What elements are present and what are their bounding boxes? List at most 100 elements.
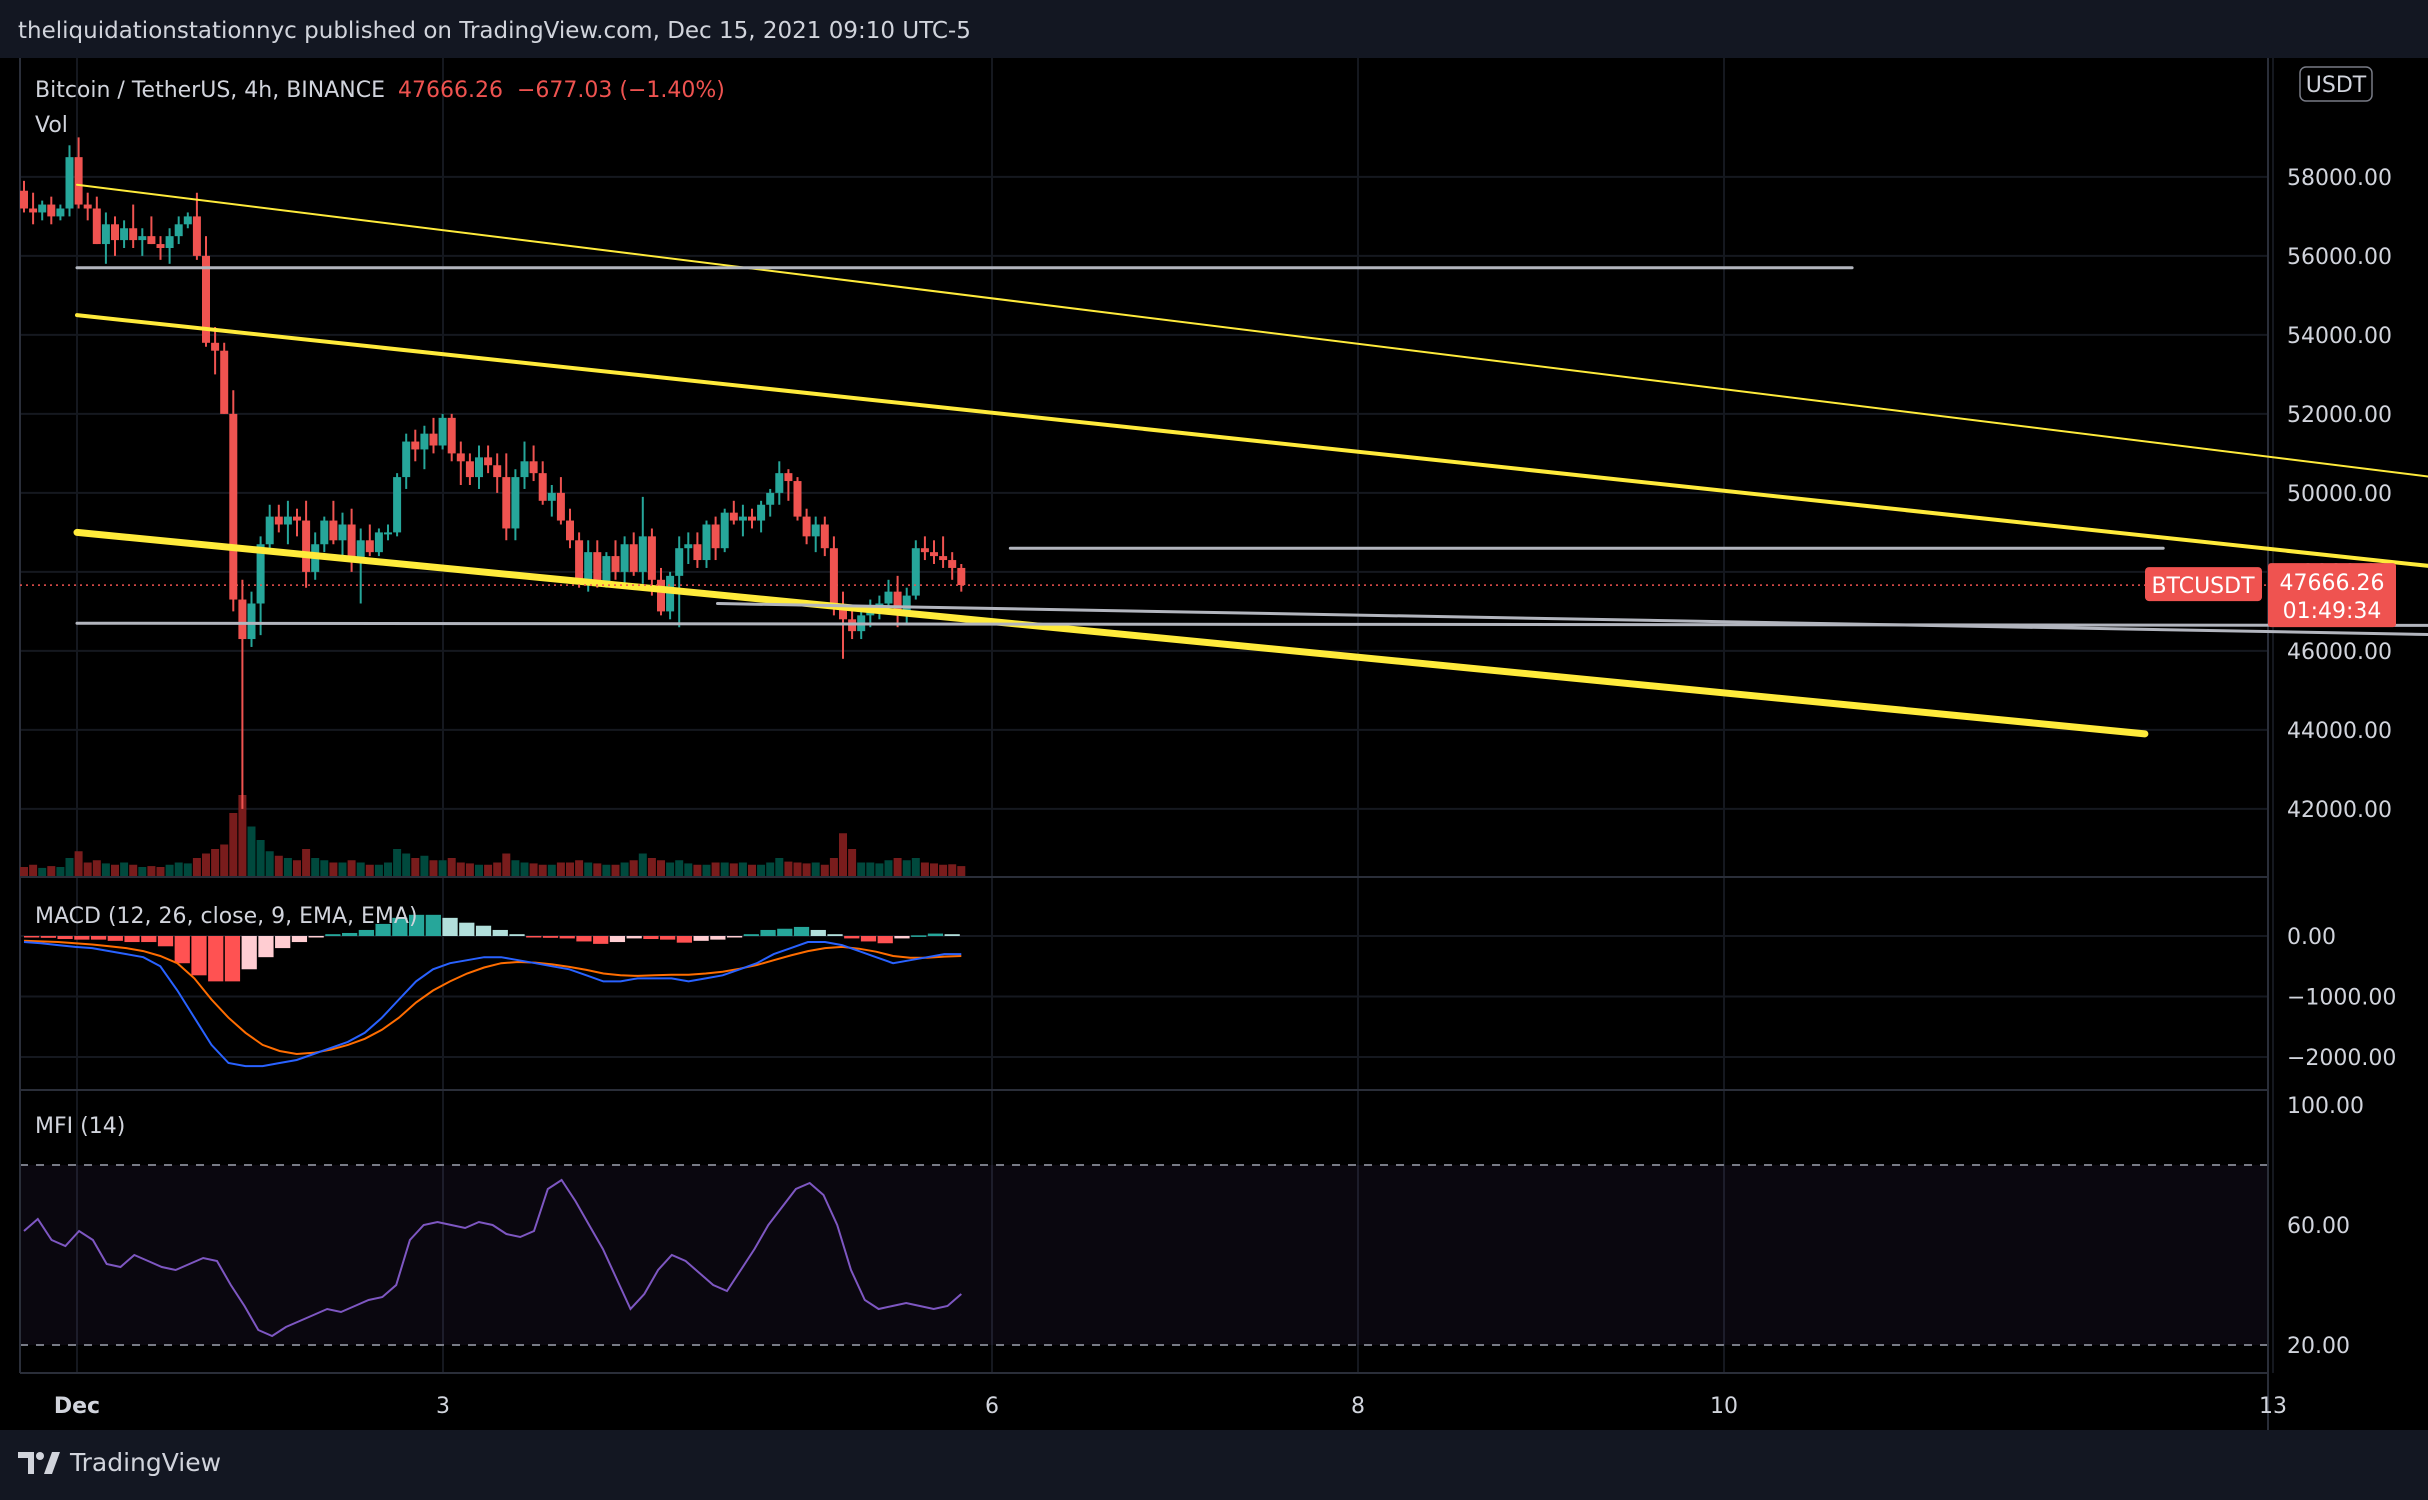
signal-line [23,939,962,1056]
candle-body [411,441,420,450]
macd-histogram-bar [157,936,174,947]
volume-bar [866,862,875,876]
candle-body [811,524,820,537]
candle-body [120,228,129,241]
candle-body [365,540,374,553]
price-change-value: −677.03 (−1.40%) [517,78,725,103]
mfi-title[interactable]: MFI (14) [35,1114,125,1139]
x-tick-label: Dec [54,1394,100,1419]
symbol-badge-label: BTCUSDT [2151,574,2255,599]
candle-body [584,552,593,580]
volume-bar [620,862,629,876]
candle-body [839,607,847,620]
macd-title[interactable]: MACD (12, 26, close, 9, EMA, EMA) [35,904,418,929]
candle-body [602,556,611,584]
macd-histogram-bar [275,936,291,949]
candle-body [74,157,83,205]
volume-bar [274,855,283,876]
volume-bar [411,858,420,876]
macd-histogram-bar [375,923,391,936]
volume-bar [311,858,320,876]
volume-bar [602,864,611,876]
volume-bar [402,853,411,876]
yellow-trendline[interactable] [75,313,2428,639]
horizontal-level-line[interactable] [716,602,2428,651]
yellow-trendline[interactable] [73,528,2149,738]
candle-body [338,524,347,541]
volume-bar [893,858,902,876]
x-tick-label: 8 [1351,1394,1365,1419]
macd-histogram-bar [777,928,793,936]
volume-bar [256,840,265,876]
volume-bar [329,862,338,876]
macd-histogram-bar [676,936,692,943]
volume-bar [711,862,720,876]
candle-body [229,413,238,600]
macd-histogram-bar [124,936,140,943]
volume-bar [729,863,738,876]
macd-histogram-bar [24,936,40,938]
candle-body [957,567,966,586]
macd-tick-label: 0.00 [2287,925,2336,950]
macd-histogram-bar [693,936,709,941]
candle-body [247,603,256,640]
candle-body [293,516,301,521]
volume-bar [848,849,857,876]
volume-bar [165,864,174,876]
volume-bar [192,858,201,876]
macd-histogram-bar [40,936,56,938]
candle-body [283,516,292,525]
volume-bar [784,861,793,876]
macd-histogram-bar [141,936,157,943]
price-chart[interactable]: Dec3681013151720222458000.0056000.005400… [0,0,2428,1430]
candle-body [711,524,720,549]
candle-body [256,544,265,604]
publish-header: theliquidationstationnyc published on Tr… [0,0,2428,58]
mfi-band [20,1165,2268,1345]
publish-line: theliquidationstationnyc published on Tr… [18,18,971,44]
macd-histogram-bar [726,936,743,938]
candle-body [784,473,793,482]
candle-body [802,516,811,537]
macd-histogram-bar [877,936,893,944]
tradingview-logo[interactable]: TradingView [18,1448,221,1477]
candle-body [629,544,638,572]
macd-histogram-bar [660,936,676,940]
bar-countdown: 01:49:34 [2283,599,2382,624]
candle-body [384,532,392,535]
tradingview-logo-icon [18,1451,60,1474]
price-tick-label: 46000.00 [2287,640,2392,665]
macd-histogram-bar [911,935,927,937]
macd-histogram-bar [459,922,475,936]
price-tick-label: 42000.00 [2287,798,2392,823]
symbol-title[interactable]: Bitcoin / TetherUS, 4h, BINANCE [35,78,385,103]
candle-body [748,516,756,521]
macd-histogram-bar [927,933,944,936]
macd-histogram-bar [475,925,492,936]
candle-body [502,477,511,529]
volume-bar [456,862,465,876]
price-tick-label: 58000.00 [2287,166,2392,191]
candle-body [220,350,229,414]
macd-histogram-bar [308,936,324,938]
volume-bar [293,860,301,876]
volume-bar [283,858,292,876]
volume-bar [593,863,602,876]
currency-badge[interactable] [2299,66,2373,102]
volume-label: Vol [35,113,68,138]
candle-body [620,544,629,572]
x-tick-label: 10 [1710,1394,1738,1419]
volume-bar [484,864,493,876]
candle-body [893,591,902,616]
volume-bar [47,866,56,876]
volume-bar [465,863,474,876]
volume-bar [374,864,383,876]
yellow-trendline[interactable] [76,183,2428,655]
candle-body [511,477,520,529]
macd-histogram-bar [944,934,960,936]
candle-body [38,204,47,213]
candle-body [829,548,838,608]
volume-bar [111,864,119,876]
volume-bar [957,866,966,876]
volume-bar [511,860,520,876]
